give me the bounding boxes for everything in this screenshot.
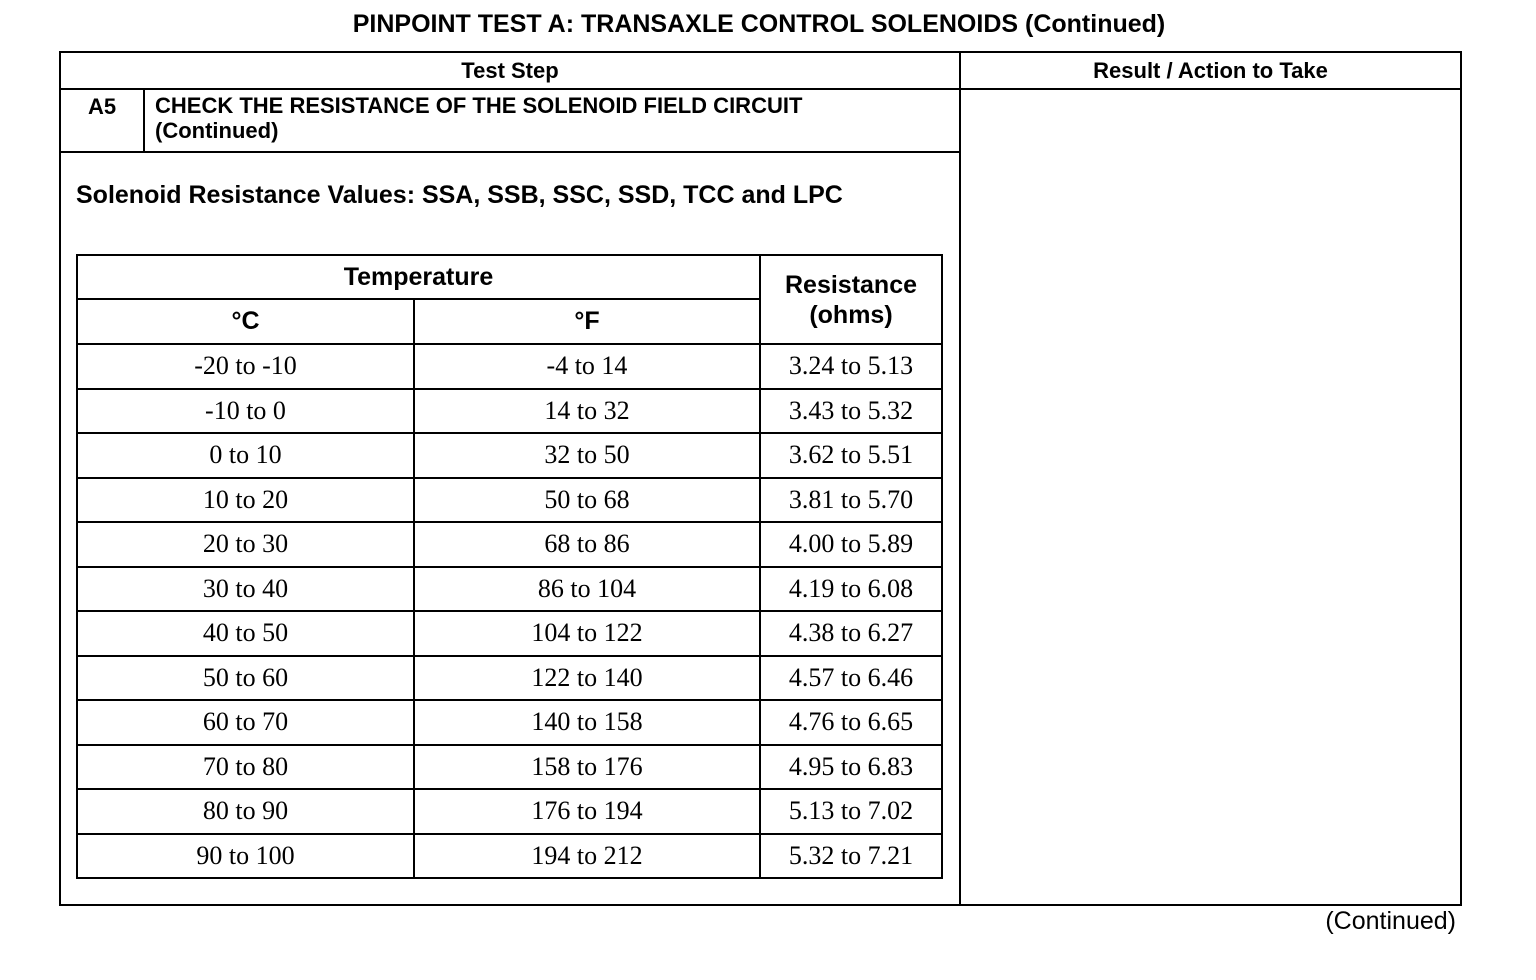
- celsius-cell: -20 to -10: [76, 343, 415, 390]
- table-row: 70 to 80 158 to 176 4.95 to 6.83: [76, 743, 943, 790]
- pinpoint-test-table: Test Step Result / Action to Take A5 CHE…: [59, 51, 1462, 906]
- resistance-cell: 4.76 to 6.65: [759, 699, 943, 746]
- page-title: PINPOINT TEST A: TRANSAXLE CONTROL SOLEN…: [352, 10, 1166, 38]
- celsius-cell: 0 to 10: [76, 432, 415, 479]
- celsius-cell: 30 to 40: [76, 565, 415, 612]
- fahrenheit-cell: 122 to 140: [413, 654, 761, 701]
- resistance-cell: 4.38 to 6.27: [759, 610, 943, 657]
- step-text: CHECK THE RESISTANCE OF THE SOLENOID FIE…: [155, 93, 802, 143]
- step-id: A5: [61, 90, 145, 151]
- fahrenheit-cell: 176 to 194: [413, 788, 761, 835]
- table-row: 80 to 90 176 to 194 5.13 to 7.02: [76, 788, 943, 835]
- table-row: 50 to 60 122 to 140 4.57 to 6.46: [76, 654, 943, 701]
- temperature-header: Temperature: [76, 254, 761, 300]
- celsius-cell: 90 to 100: [76, 832, 415, 879]
- table-row: 10 to 20 50 to 68 3.81 to 5.70: [76, 476, 943, 523]
- celsius-cell: 10 to 20: [76, 476, 415, 523]
- resistance-cell: 3.62 to 5.51: [759, 432, 943, 479]
- fahrenheit-cell: 104 to 122: [413, 610, 761, 657]
- resistance-header: Resistance (ohms): [759, 254, 943, 345]
- step-row: A5 CHECK THE RESISTANCE OF THE SOLENOID …: [61, 90, 959, 153]
- resistance-cell: 4.00 to 5.89: [759, 521, 943, 568]
- table-row: -10 to 0 14 to 32 3.43 to 5.32: [76, 387, 943, 434]
- resistance-cell: 3.81 to 5.70: [759, 476, 943, 523]
- table-row: 40 to 50 104 to 122 4.38 to 6.27: [76, 610, 943, 657]
- fahrenheit-cell: 14 to 32: [413, 387, 761, 434]
- header-result: Result / Action to Take: [961, 53, 1460, 90]
- resistance-table: Temperature Resistance (ohms) °C °F -20 …: [76, 254, 943, 879]
- table-row: 0 to 10 32 to 50 3.62 to 5.51: [76, 432, 943, 479]
- fahrenheit-cell: 86 to 104: [413, 565, 761, 612]
- celsius-cell: 80 to 90: [76, 788, 415, 835]
- table-row: 90 to 100 194 to 212 5.32 to 7.21: [76, 832, 943, 879]
- celsius-cell: 70 to 80: [76, 743, 415, 790]
- table-row: 60 to 70 140 to 158 4.76 to 6.65: [76, 699, 943, 746]
- fahrenheit-cell: 158 to 176: [413, 743, 761, 790]
- fahrenheit-cell: 194 to 212: [413, 832, 761, 879]
- celsius-header: °C: [76, 298, 415, 345]
- step-text-line1: CHECK THE RESISTANCE OF THE SOLENOID FIE…: [155, 93, 803, 118]
- resistance-header-line1: Resistance: [784, 270, 918, 299]
- resistance-cell: 3.43 to 5.32: [759, 387, 943, 434]
- fahrenheit-header: °F: [413, 298, 761, 345]
- table-row: 20 to 30 68 to 86 4.00 to 5.89: [76, 521, 943, 568]
- resistance-cell: 4.95 to 6.83: [759, 743, 943, 790]
- celsius-cell: 40 to 50: [76, 610, 415, 657]
- fahrenheit-cell: 32 to 50: [413, 432, 761, 479]
- step-text-line2: (Continued): [155, 118, 279, 143]
- fahrenheit-cell: 50 to 68: [413, 476, 761, 523]
- celsius-cell: 50 to 60: [76, 654, 415, 701]
- table-row: -20 to -10 -4 to 14 3.24 to 5.13: [76, 343, 943, 390]
- resistance-header-line2: (ohms): [809, 300, 893, 329]
- header-test-step: Test Step: [61, 53, 959, 90]
- table-subtitle: Solenoid Resistance Values: SSA, SSB, SS…: [76, 181, 843, 209]
- fahrenheit-cell: -4 to 14: [413, 343, 761, 390]
- resistance-cell: 5.32 to 7.21: [759, 832, 943, 879]
- celsius-cell: 20 to 30: [76, 521, 415, 568]
- resistance-cell: 3.24 to 5.13: [759, 343, 943, 390]
- fahrenheit-cell: 68 to 86: [413, 521, 761, 568]
- celsius-cell: 60 to 70: [76, 699, 415, 746]
- resistance-cell: 4.19 to 6.08: [759, 565, 943, 612]
- table-row: 30 to 40 86 to 104 4.19 to 6.08: [76, 565, 943, 612]
- column-divider: [959, 53, 961, 904]
- resistance-cell: 5.13 to 7.02: [759, 788, 943, 835]
- fahrenheit-cell: 140 to 158: [413, 699, 761, 746]
- resistance-cell: 4.57 to 6.46: [759, 654, 943, 701]
- celsius-cell: -10 to 0: [76, 387, 415, 434]
- continued-label: (Continued): [1325, 907, 1456, 935]
